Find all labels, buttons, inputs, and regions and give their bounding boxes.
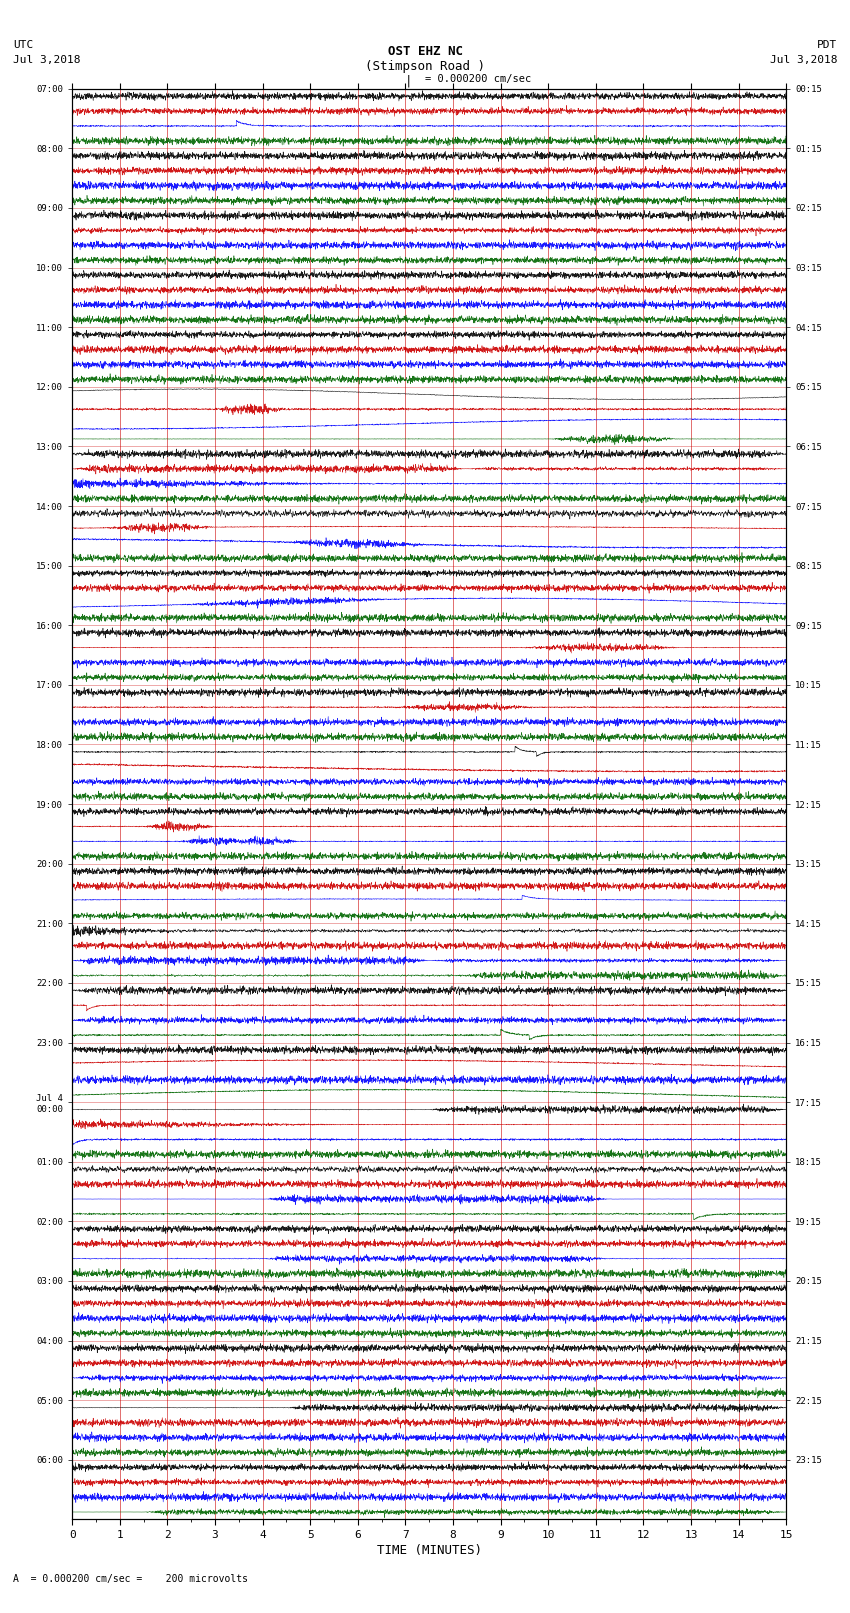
Text: Jul 3,2018: Jul 3,2018 — [770, 55, 837, 65]
Text: OST EHZ NC: OST EHZ NC — [388, 45, 462, 58]
Text: Jul 3,2018: Jul 3,2018 — [13, 55, 80, 65]
Text: UTC: UTC — [13, 40, 33, 50]
Text: |: | — [405, 74, 411, 87]
Text: (Stimpson Road ): (Stimpson Road ) — [365, 60, 485, 73]
Text: PDT: PDT — [817, 40, 837, 50]
Text: = 0.000200 cm/sec: = 0.000200 cm/sec — [425, 74, 531, 84]
X-axis label: TIME (MINUTES): TIME (MINUTES) — [377, 1544, 482, 1557]
Text: A  = 0.000200 cm/sec =    200 microvolts: A = 0.000200 cm/sec = 200 microvolts — [13, 1574, 247, 1584]
